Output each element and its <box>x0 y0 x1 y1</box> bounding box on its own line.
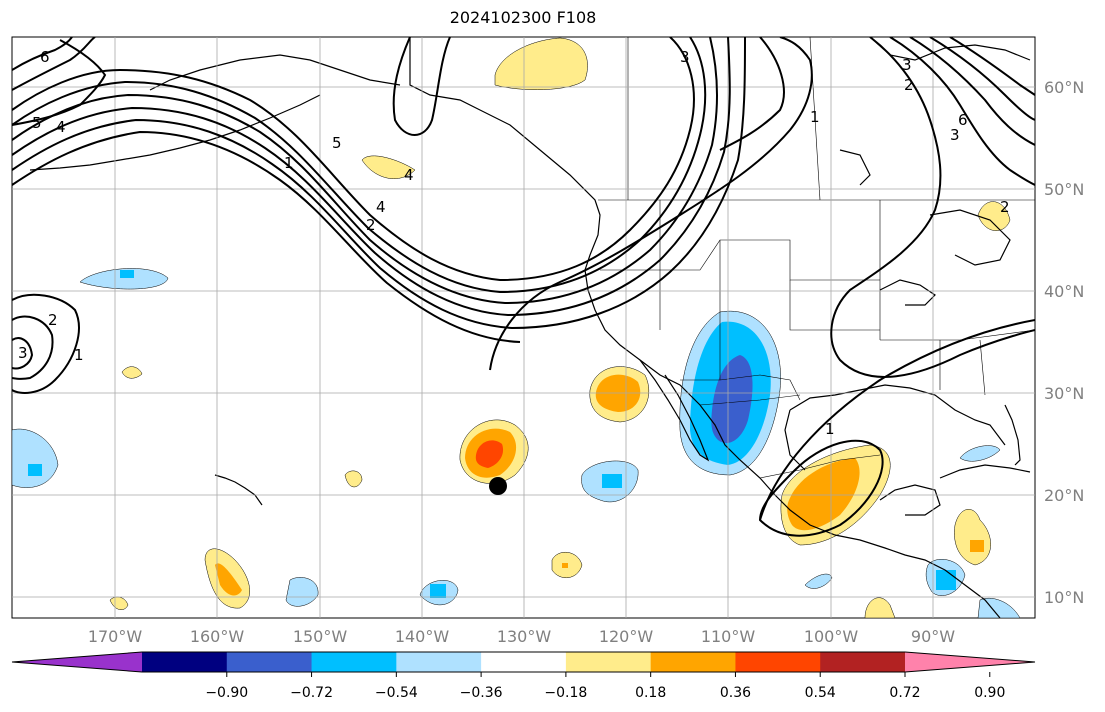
contour-label: 3 <box>950 126 960 144</box>
contour-label: 1 <box>810 108 820 126</box>
contour-label: 2 <box>1000 198 1010 216</box>
contour-label: 2 <box>904 76 914 94</box>
colorbar-tick-label: −0.18 <box>544 685 587 701</box>
contour-label: 3 <box>902 56 912 74</box>
lon-label: 140°W <box>395 627 450 646</box>
contour-label: 2 <box>48 311 58 329</box>
contour-label: 5 <box>332 134 342 152</box>
colorbar-swatch <box>396 652 482 672</box>
colorbar-swatch <box>142 652 228 672</box>
contour-label: 3 <box>18 344 28 362</box>
colorbar-swatch <box>565 652 652 672</box>
colorbar-swatch <box>226 652 313 672</box>
colorbar-swatch <box>311 652 397 672</box>
lon-label: 100°W <box>804 627 859 646</box>
colorbar-tick-label: 0.36 <box>720 685 751 701</box>
contour-label: 2 <box>366 216 376 234</box>
colorbar-extend-low <box>12 652 142 672</box>
map-title: 2024102300 F108 <box>449 8 597 27</box>
location-marker <box>489 477 507 495</box>
colorbar: −0.90 −0.72 −0.54 −0.36 −0.18 0.18 0.36 0.54 0.7… <box>11 651 1036 701</box>
longitude-labels: 170°W 160°W 150°W 140°W 130°W 120°W 110°… <box>88 627 955 646</box>
lat-label: 60°N <box>1044 78 1084 97</box>
contour-label: 1 <box>74 346 84 364</box>
contour-label: 4 <box>376 198 386 216</box>
colorbar-tick-label: 0.90 <box>974 685 1005 701</box>
colorbar-swatch <box>650 652 736 672</box>
contour-label: 1 <box>825 420 835 438</box>
latitude-labels: 60°N 50°N 40°N 30°N 20°N 10°N <box>1044 78 1084 607</box>
contour-label: 6 <box>958 111 968 129</box>
lon-label: 170°W <box>88 627 143 646</box>
colorbar-swatch <box>481 652 567 672</box>
colorbar-swatch <box>820 652 906 672</box>
contour-label: 4 <box>56 118 66 136</box>
colorbar-tick-label: 0.72 <box>889 685 920 701</box>
contour-label: 3 <box>680 48 690 66</box>
lat-label: 40°N <box>1044 282 1084 301</box>
lon-label: 160°W <box>190 627 245 646</box>
colorbar-tick-label: 0.18 <box>635 685 666 701</box>
colorbar-tick-label: −0.72 <box>290 685 333 701</box>
colorbar-tick-label: −0.36 <box>460 685 503 701</box>
lon-label: 110°W <box>701 627 756 646</box>
colorbar-outline <box>11 651 1036 673</box>
lat-label: 30°N <box>1044 384 1084 403</box>
colorbar-extend-high <box>905 652 1035 672</box>
contour-label: 1 <box>284 154 294 172</box>
lon-label: 130°W <box>497 627 552 646</box>
lon-label: 90°W <box>911 627 955 646</box>
lat-label: 20°N <box>1044 486 1084 505</box>
contour-lines <box>12 37 1035 537</box>
colorbar-swatch <box>735 652 821 672</box>
coastlines <box>29 37 1031 618</box>
contour-label: 4 <box>404 166 414 184</box>
contour-value-labels: 6 5 4 5 1 4 2 3 1 3 2 6 3 2 1 2 3 1 4 <box>18 48 1010 438</box>
contour-label: 5 <box>32 114 42 132</box>
contour-label: 6 <box>40 48 50 66</box>
colorbar-tick-label: 0.54 <box>805 685 836 701</box>
colorbar-tick-label: −0.90 <box>205 685 248 701</box>
colorbar-tick-label: −0.54 <box>375 685 418 701</box>
lat-label: 50°N <box>1044 180 1084 199</box>
lon-label: 120°W <box>599 627 654 646</box>
lon-label: 150°W <box>293 627 348 646</box>
lat-label: 10°N <box>1044 588 1084 607</box>
